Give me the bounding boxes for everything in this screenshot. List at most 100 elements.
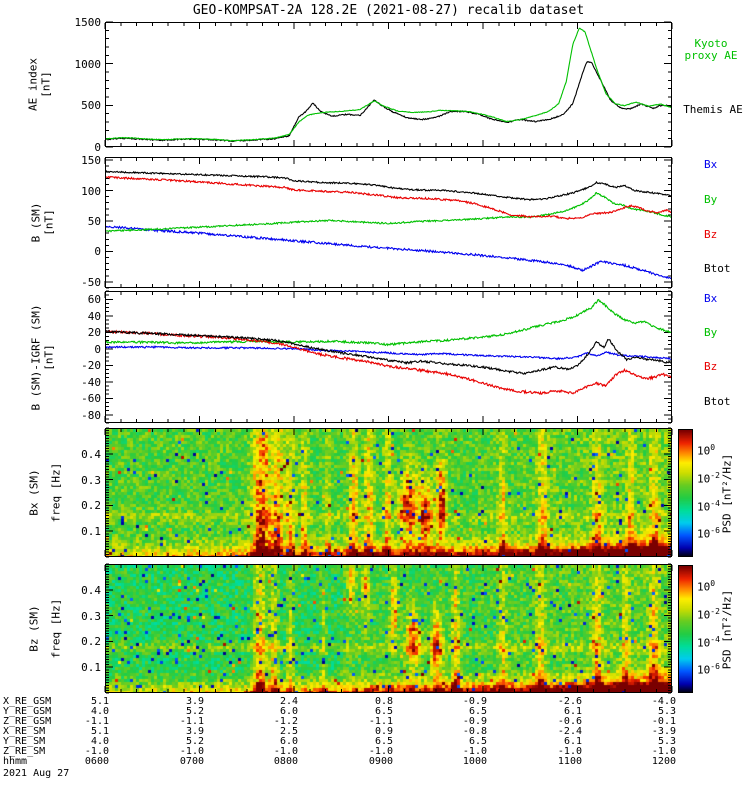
ephemeris-value: -1.1 xyxy=(368,716,393,727)
y-tick-label: 150 xyxy=(81,154,101,167)
ephemeris-value: -3.9 xyxy=(651,726,676,737)
y-tick-label: 1500 xyxy=(74,16,102,29)
ephemeris-value: 0600 xyxy=(84,756,109,767)
ephemeris-value: 0.8 xyxy=(374,696,393,707)
legend-bigrf-by: By xyxy=(704,326,718,339)
curve-themis-ae xyxy=(106,60,671,143)
bx-spec-heatmap xyxy=(106,429,671,556)
ephemeris-value: -1.1 xyxy=(179,716,204,727)
ephemeris-value: 1100 xyxy=(557,756,582,767)
y-tick-label: 50 xyxy=(87,215,101,228)
y-tick-label: 0.1 xyxy=(81,525,101,538)
ephemeris-value: -1.0 xyxy=(368,746,393,757)
y-tick-label: 500 xyxy=(81,99,101,112)
axis-ticks xyxy=(104,21,673,148)
curve-btot xyxy=(106,170,671,202)
curve-btot xyxy=(106,329,671,375)
bzspec-axis-label: Bz (SM) xyxy=(27,605,41,652)
curve-bx xyxy=(106,225,671,280)
axis-ticks xyxy=(104,563,673,694)
ephemeris-value: -4.0 xyxy=(651,696,676,707)
ephemeris-value: -1.0 xyxy=(462,746,487,757)
ephemeris-value: -1.0 xyxy=(179,746,204,757)
y-tick-label: 0.2 xyxy=(81,635,101,648)
y-tick-label: 0.4 xyxy=(81,448,101,461)
bz-spec-heatmap xyxy=(106,565,671,692)
ephemeris-value: 5.2 xyxy=(185,706,204,717)
ephemeris-value: 5.1 xyxy=(90,696,109,707)
colorbar-tick-label: 100 xyxy=(697,443,716,458)
ephemeris-value: 6.1 xyxy=(563,706,582,717)
ephemeris-value: 5.2 xyxy=(185,736,204,747)
y-tick-label: 100 xyxy=(81,185,101,198)
ephemeris-value: -1.2 xyxy=(273,716,298,727)
bzspec-axis-unit: freq [Hz] xyxy=(49,598,63,659)
ephemeris-value: -0.9 xyxy=(462,716,487,727)
ephemeris-value: 6.0 xyxy=(279,736,298,747)
ephemeris-value: 6.5 xyxy=(468,706,487,717)
ephemeris-row-label: X_RE_GSM xyxy=(3,696,52,707)
curve-kyoto-proxy-ae xyxy=(106,27,671,142)
ephemeris-value: -0.1 xyxy=(651,716,676,727)
ephemeris-value: 0800 xyxy=(273,756,298,767)
ephemeris-row-label: Y_RE_GSM xyxy=(3,706,52,717)
legend-bigrf-bx: Bx xyxy=(704,292,718,305)
ephemeris-row-label: Z_RE_GSM xyxy=(3,716,52,727)
curve-by xyxy=(106,298,671,347)
psd-colorbar xyxy=(678,565,693,693)
y-tick-label: -60 xyxy=(81,392,101,405)
y-tick-label: -80 xyxy=(81,409,101,422)
axis-ticks xyxy=(104,158,673,289)
curve-by xyxy=(106,191,671,233)
ephemeris-value: -1.0 xyxy=(84,746,109,757)
date-label: 2021 Aug 27 xyxy=(3,768,70,779)
y-tick-label: -40 xyxy=(81,376,101,389)
y-tick-label: 0.3 xyxy=(81,474,101,487)
ephemeris-value: -0.9 xyxy=(462,696,487,707)
bz-spec-frame xyxy=(104,563,673,694)
y-tick-label: 0.3 xyxy=(81,610,101,623)
ae-axis-label: AE index xyxy=(26,58,40,111)
ephemeris-row-label: Z_RE_SM xyxy=(3,746,46,757)
y-tick-label: 0 xyxy=(94,343,101,356)
legend-kyoto-proxy-ae: Kyoto proxy AE xyxy=(684,37,738,62)
colorbar-tick-label: 10-6 xyxy=(697,662,720,677)
colorbar-tick-label: 10-2 xyxy=(697,471,720,486)
psd-label-bz: PSD [nT²/Hz] xyxy=(720,589,734,670)
ephemeris-row-label: X_RE_SM xyxy=(3,726,46,737)
ephemeris-value: 2.5 xyxy=(279,726,298,737)
ephemeris-value: 6.0 xyxy=(279,706,298,717)
ephemeris-value: 4.0 xyxy=(90,706,109,717)
ephemeris-value: 6.1 xyxy=(563,736,582,747)
y-tick-label: 0.1 xyxy=(81,661,101,674)
y-tick-label: 20 xyxy=(87,326,101,339)
legend-bsm-bz: Bz xyxy=(704,228,718,241)
ephemeris-value: -1.1 xyxy=(84,716,109,727)
y-tick-label: 0.2 xyxy=(81,499,101,512)
y-tick-label: 0 xyxy=(94,245,101,258)
y-tick-label: 60 xyxy=(87,293,101,306)
ae-axis-unit: [nT] xyxy=(39,71,53,98)
colorbar-tick-label: 10-4 xyxy=(697,635,720,650)
ephemeris-value: 6.5 xyxy=(374,706,393,717)
legend-themis-ae: Themis AE xyxy=(683,103,743,116)
psd-colorbar xyxy=(678,429,693,557)
y-tick-label: 40 xyxy=(87,310,101,323)
legend-bsm-btot: Btot xyxy=(704,262,731,275)
colorbar-tick-label: 100 xyxy=(697,579,716,594)
ephemeris-value: -1.0 xyxy=(557,746,582,757)
ephemeris-value: -0.8 xyxy=(462,726,487,737)
ae-index-panel xyxy=(104,21,673,148)
ephemeris-value: 5.1 xyxy=(90,726,109,737)
ephemeris-value: -1.0 xyxy=(651,746,676,757)
curve-bx xyxy=(106,345,671,361)
y-tick-label: -50 xyxy=(81,276,101,289)
axis-ticks xyxy=(104,427,673,558)
colorbar-tick-label: 10-2 xyxy=(697,607,720,622)
ephemeris-value: 3.9 xyxy=(185,726,204,737)
ephemeris-value: 2.4 xyxy=(279,696,298,707)
y-tick-label: 0.4 xyxy=(81,584,101,597)
ephemeris-value: 1000 xyxy=(462,756,487,767)
ephemeris-value: -1.0 xyxy=(273,746,298,757)
plot-title: GEO-KOMPSAT-2A 128.2E (2021-08-27) recal… xyxy=(192,3,585,18)
